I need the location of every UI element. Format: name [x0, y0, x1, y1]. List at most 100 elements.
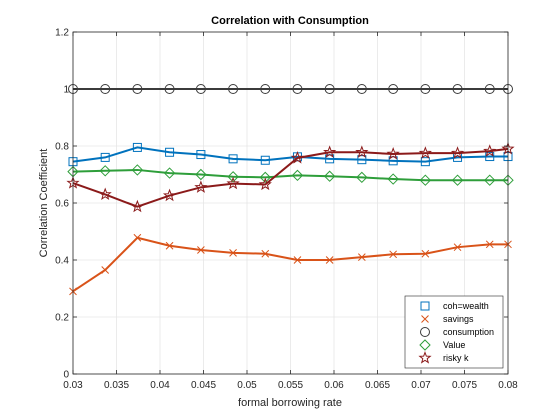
y-tick-label: 0.2	[55, 313, 69, 324]
data-point-coh-wealth	[196, 150, 206, 160]
data-point-value	[99, 165, 111, 177]
series-line-value	[72, 168, 508, 182]
y-tick-label: 0.6	[55, 199, 69, 210]
data-point-consumption	[195, 84, 206, 94]
y-axis-title: Correlation Coefficient	[38, 149, 50, 258]
data-point-coh-wealth	[228, 154, 238, 164]
data-point-value	[259, 171, 271, 184]
data-point-coh-wealth	[357, 155, 367, 165]
x-tick-label: 0.035	[104, 380, 129, 391]
data-point-risky-k	[130, 199, 144, 213]
y-tick-label: 1.2	[55, 28, 69, 39]
x-tick-label: 0.03	[63, 380, 83, 391]
data-point-savings	[197, 246, 205, 254]
data-point-consumption	[388, 84, 399, 94]
series-line-risky-k	[72, 147, 509, 208]
data-point-savings	[421, 249, 430, 258]
legend-label-consumption: consumption	[443, 327, 494, 337]
data-point-value	[419, 174, 432, 186]
legend-marker-consumption	[420, 327, 430, 337]
data-point-savings	[229, 249, 237, 257]
data-point-consumption	[420, 84, 431, 94]
data-point-risky-k	[418, 146, 432, 159]
legend-marker-value	[419, 339, 431, 351]
data-point-risky-k	[483, 144, 497, 157]
legend-label-risky-k: risky k	[443, 353, 469, 363]
data-point-risky-k	[450, 146, 465, 159]
data-point-value	[323, 170, 336, 182]
data-point-consumption	[292, 84, 303, 94]
data-point-value	[356, 171, 368, 184]
data-point-value	[451, 174, 464, 186]
legend-label-value: Value	[443, 340, 465, 350]
legend-marker-savings	[421, 315, 429, 323]
data-point-savings	[389, 250, 398, 259]
x-tick-label: 0.08	[498, 380, 518, 391]
x-axis-title: formal borrowing rate	[238, 397, 342, 409]
data-point-risky-k	[258, 177, 272, 191]
series-value	[67, 164, 514, 186]
x-tick-label: 0.045	[191, 380, 216, 391]
chart-title: Correlation with Consumption	[211, 15, 369, 27]
data-point-risky-k	[290, 151, 305, 164]
data-point-consumption	[260, 84, 271, 94]
data-point-consumption	[164, 84, 175, 94]
data-point-savings	[453, 243, 462, 252]
data-point-coh-wealth	[165, 147, 175, 157]
series-consumption	[68, 84, 513, 94]
x-tick-label: 0.055	[278, 380, 303, 391]
x-tick-label: 0.07	[411, 380, 431, 391]
legend-marker-risky-k	[418, 351, 432, 364]
data-point-risky-k	[162, 188, 177, 202]
data-point-coh-wealth	[100, 152, 110, 162]
y-tick-label: 0	[63, 370, 69, 381]
data-point-coh-wealth	[260, 155, 270, 165]
data-point-savings	[101, 266, 110, 274]
data-point-value	[131, 164, 144, 176]
data-point-savings	[357, 253, 366, 262]
data-point-value	[227, 171, 239, 183]
axis-ticks: 0.03 0.035 0.04 0.045 0.05 0.055 0.06 0.065 0.07…	[55, 28, 518, 392]
series-group	[66, 84, 515, 296]
series-risky-k	[66, 141, 515, 213]
data-point-coh-wealth	[132, 142, 142, 152]
data-point-coh-wealth	[420, 157, 430, 167]
data-point-consumption	[228, 84, 239, 94]
data-point-value	[484, 174, 496, 186]
y-tick-label: 0.8	[55, 142, 69, 153]
data-point-consumption	[452, 84, 463, 94]
data-point-value	[387, 173, 399, 185]
data-point-value	[163, 167, 176, 179]
data-point-savings	[485, 240, 494, 249]
x-tick-label: 0.06	[324, 380, 344, 391]
data-point-savings	[165, 241, 174, 250]
legend-marker-coh-wealth	[420, 301, 430, 311]
y-tick-label: 0.4	[55, 256, 69, 267]
data-point-risky-k	[323, 145, 337, 158]
data-point-savings	[261, 249, 270, 258]
data-point-savings	[293, 256, 302, 264]
legend-label-coh-wealth: coh=wealth	[443, 301, 489, 311]
x-tick-label: 0.065	[365, 380, 390, 391]
x-tick-label: 0.04	[150, 380, 170, 391]
data-point-value	[291, 169, 304, 182]
x-tick-label: 0.05	[237, 380, 257, 391]
data-point-risky-k	[194, 180, 208, 193]
data-point-savings	[325, 256, 334, 264]
legend: coh=wealth savings consumption Value risky k	[404, 295, 504, 369]
data-point-consumption	[324, 84, 335, 94]
legend-label-savings: savings	[443, 314, 474, 324]
y-tick-label: 1	[63, 85, 69, 96]
data-point-consumption	[100, 84, 111, 94]
data-point-risky-k	[386, 147, 400, 160]
series-line-coh-wealth	[72, 146, 508, 163]
data-point-risky-k	[355, 145, 369, 158]
data-point-value	[195, 168, 207, 181]
data-point-consumption	[356, 84, 367, 94]
data-point-risky-k	[226, 176, 240, 190]
data-point-risky-k	[98, 187, 112, 201]
data-point-savings	[133, 233, 142, 242]
x-tick-label: 0.075	[452, 380, 477, 391]
data-point-consumption	[484, 84, 495, 94]
